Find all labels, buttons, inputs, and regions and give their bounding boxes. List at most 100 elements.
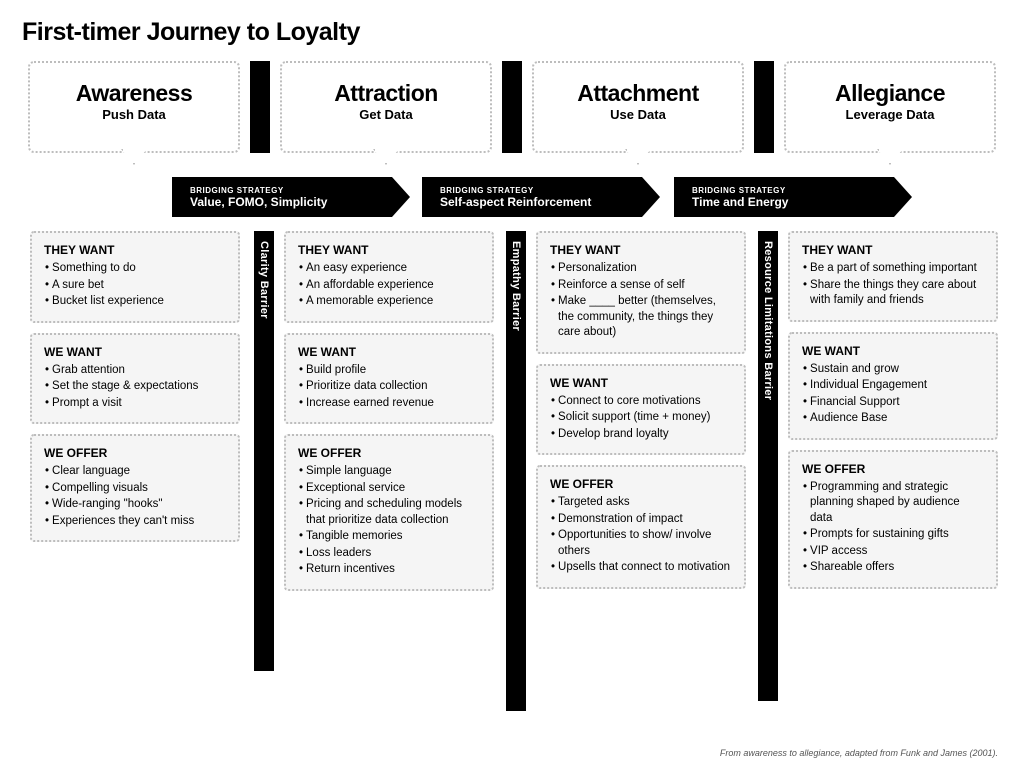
list-item: Reinforce a sense of self [550, 278, 732, 294]
list-item: Pricing and scheduling models that prior… [298, 497, 480, 528]
list-item: Solicit support (time + money) [550, 410, 732, 426]
bridge-label: BRIDGING STRATEGY [692, 186, 894, 195]
card-list: An easy experienceAn affordable experien… [298, 261, 480, 310]
barrier-label: Resource Limitations Barrier [762, 231, 774, 400]
card-heading: THEY WANT [550, 243, 732, 257]
card-list: Build profilePrioritize data collectionI… [298, 363, 480, 412]
stage-awareness: Awareness Push Data [28, 61, 240, 153]
list-item: Upsells that connect to motivation [550, 560, 732, 576]
list-item: Compelling visuals [44, 481, 226, 497]
card-list: Simple languageExceptional servicePricin… [298, 464, 480, 578]
card-list: Something to doA sure betBucket list exp… [44, 261, 226, 310]
list-item: Build profile [298, 363, 480, 379]
page-title: First-timer Journey to Loyalty [22, 18, 1002, 47]
card-heading: WE OFFER [802, 462, 984, 476]
list-item: Something to do [44, 261, 226, 277]
card-heading: WE WANT [44, 345, 226, 359]
info-card: WE WANT Sustain and growIndividual Engage… [788, 332, 998, 440]
stage-title: Awareness [40, 81, 228, 105]
bridging-row: BRIDGING STRATEGYValue, FOMO, Simplicity… [22, 177, 1002, 221]
stage-column: THEY WANT PersonalizationReinforce a sens… [536, 231, 746, 589]
card-list: Clear languageCompelling visualsWide-ran… [44, 464, 226, 529]
list-item: An easy experience [298, 261, 480, 277]
list-item: Shareable offers [802, 560, 984, 576]
barrier-bar: Empathy Barrier [506, 231, 526, 711]
list-item: Develop brand loyalty [550, 427, 732, 443]
stage-subtitle: Use Data [544, 107, 732, 122]
list-item: Be a part of something important [802, 261, 984, 277]
list-item: Grab attention [44, 363, 226, 379]
stage-title: Allegiance [796, 81, 984, 105]
info-card: WE OFFER Clear languageCompelling visuals… [30, 434, 240, 542]
list-item: Share the things they care about with fa… [802, 278, 984, 309]
bridge-text: Time and Energy [692, 195, 894, 209]
barrier-bar: Resource Limitations Barrier [758, 231, 778, 701]
list-item: Bucket list experience [44, 294, 226, 310]
list-item: Personalization [550, 261, 732, 277]
stage-column: THEY WANT Something to doA sure betBucket… [30, 231, 240, 542]
list-item: Exceptional service [298, 481, 480, 497]
card-list: Sustain and growIndividual EngagementFin… [802, 362, 984, 427]
list-item: Prompts for sustaining gifts [802, 527, 984, 543]
info-card: WE OFFER Simple languageExceptional servi… [284, 434, 494, 591]
barrier-label: Empathy Barrier [510, 231, 522, 331]
stage-allegiance: Allegiance Leverage Data [784, 61, 996, 153]
card-list: Programming and strategic planning shape… [802, 480, 984, 576]
card-heading: WE WANT [298, 345, 480, 359]
stage-attachment: Attachment Use Data [532, 61, 744, 153]
barrier-bar: Clarity Barrier [254, 231, 274, 671]
barrier-stub [502, 61, 522, 153]
list-item: Prompt a visit [44, 396, 226, 412]
stage-subtitle: Leverage Data [796, 107, 984, 122]
info-card: THEY WANT PersonalizationReinforce a sens… [536, 231, 746, 354]
card-list: Grab attentionSet the stage & expectatio… [44, 363, 226, 412]
list-item: A memorable experience [298, 294, 480, 310]
bridge-label: BRIDGING STRATEGY [190, 186, 392, 195]
list-item: Opportunities to show/ involve others [550, 528, 732, 559]
list-item: Prioritize data collection [298, 379, 480, 395]
list-item: Wide-ranging "hooks" [44, 497, 226, 513]
card-heading: WE WANT [802, 344, 984, 358]
list-item: Simple language [298, 464, 480, 480]
info-card: WE OFFER Targeted asksDemonstration of im… [536, 465, 746, 589]
info-card: WE WANT Build profilePrioritize data coll… [284, 333, 494, 425]
card-heading: WE OFFER [44, 446, 226, 460]
bridging-strategy: BRIDGING STRATEGYValue, FOMO, Simplicity [172, 177, 392, 217]
info-card: WE WANT Connect to core motivationsSolici… [536, 364, 746, 456]
footnote: From awareness to allegiance, adapted fr… [720, 748, 998, 758]
bridging-strategy: BRIDGING STRATEGYTime and Energy [674, 177, 894, 217]
list-item: Tangible memories [298, 529, 480, 545]
card-heading: THEY WANT [298, 243, 480, 257]
list-item: Set the stage & expectations [44, 379, 226, 395]
card-list: Connect to core motivationsSolicit suppo… [550, 394, 732, 443]
card-heading: WE OFFER [550, 477, 732, 491]
cards-area: Clarity Barrier Empathy Barrier Resource L… [22, 231, 1002, 741]
bridge-label: BRIDGING STRATEGY [440, 186, 642, 195]
stage-column: THEY WANT Be a part of something importan… [788, 231, 998, 589]
stage-column: THEY WANT An easy experienceAn affordable… [284, 231, 494, 591]
barrier-label: Clarity Barrier [258, 231, 270, 319]
stage-subtitle: Push Data [40, 107, 228, 122]
list-item: Return incentives [298, 562, 480, 578]
barrier-stub [754, 61, 774, 153]
card-list: Targeted asksDemonstration of impactOppo… [550, 495, 732, 576]
list-item: Targeted asks [550, 495, 732, 511]
list-item: An affordable experience [298, 278, 480, 294]
list-item: Increase earned revenue [298, 396, 480, 412]
list-item: Make ____ better (themselves, the commun… [550, 294, 732, 341]
list-item: Experiences they can't miss [44, 514, 226, 530]
card-heading: WE OFFER [298, 446, 480, 460]
card-heading: THEY WANT [44, 243, 226, 257]
card-heading: WE WANT [550, 376, 732, 390]
info-card: WE OFFER Programming and strategic planni… [788, 450, 998, 589]
list-item: Programming and strategic planning shape… [802, 480, 984, 527]
card-heading: THEY WANT [802, 243, 984, 257]
stage-title: Attraction [292, 81, 480, 105]
card-list: Be a part of something importantShare th… [802, 261, 984, 309]
bridge-text: Self-aspect Reinforcement [440, 195, 642, 209]
stage-title: Attachment [544, 81, 732, 105]
list-item: VIP access [802, 544, 984, 560]
stage-attraction: Attraction Get Data [280, 61, 492, 153]
info-card: THEY WANT Be a part of something importan… [788, 231, 998, 322]
info-card: WE WANT Grab attentionSet the stage & exp… [30, 333, 240, 425]
